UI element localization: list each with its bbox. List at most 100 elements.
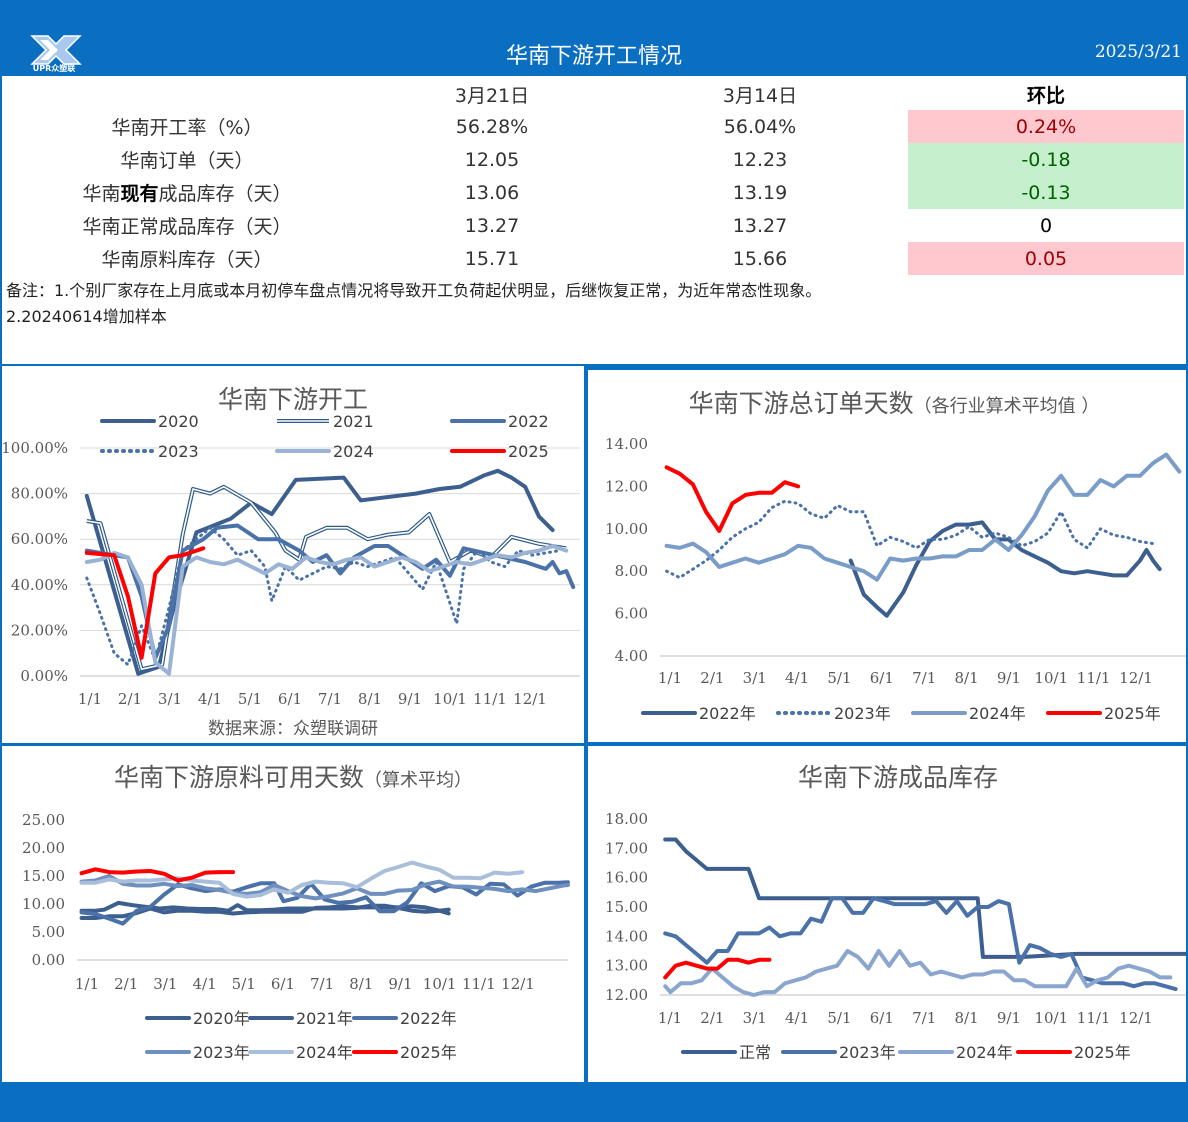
y-tick-label: 20.00%: [11, 621, 68, 639]
legend-label: 2021年: [296, 1009, 353, 1028]
chart-panel-orders: 华南下游总订单天数（各行业算术平均值 ） 4.00 6.00 8.00 10.00 12.…: [588, 370, 1186, 742]
x-tick-label: 12/1: [1119, 669, 1153, 687]
row-label-part: 华南: [82, 183, 121, 205]
x-tick-label: 2/1: [118, 690, 142, 708]
summary-row: 华南订单（天） 12.05 12.23 -0.18: [2, 143, 1184, 176]
series-polyline: [663, 957, 772, 980]
note-line-1: 备注：1.个别厂家存在上月底或本月初停车盘点情况将导致开工负荷起伏明显，后继恢复…: [6, 281, 822, 300]
x-tick-label: 5/1: [827, 1009, 851, 1027]
current-value: 12.05: [464, 148, 520, 171]
legend-item: 2023: [100, 442, 199, 461]
x-tick-label: 5/1: [827, 669, 851, 687]
y-tick-label: 15.00: [605, 898, 648, 916]
x-tick-label: 6/1: [870, 1009, 894, 1027]
row-label-part: 华南正常成品库存（天）: [82, 216, 292, 238]
series-line-2021年: [79, 900, 451, 914]
change-value: -0.18: [908, 143, 1184, 176]
legend-item: 2021: [277, 412, 374, 431]
x-tick-label: 7/1: [310, 975, 334, 993]
x-tick-label: 1/1: [658, 669, 682, 687]
series-line-2025年: [79, 867, 235, 883]
current-value: 13.27: [464, 214, 520, 237]
row-label: 华南正常成品库存（天）: [2, 209, 372, 242]
x-tick-label: 7/1: [912, 1009, 936, 1027]
legend-label: 2022年: [699, 704, 756, 723]
x-tick-label: 3/1: [743, 1009, 767, 1027]
row-label: 华南现有成品库存（天）: [2, 176, 372, 209]
summary-table: 3月21日 3月14日 环比 华南开工率（%） 56.28% 56.04% 0.24% 华南订…: [2, 78, 1184, 275]
legend-label: 2023年: [193, 1043, 250, 1062]
series-line-2024年: [79, 860, 525, 899]
change-value: 0.24%: [908, 110, 1184, 143]
previous-value: 12.23: [732, 148, 788, 171]
series-polyline: [79, 900, 451, 914]
y-tick-label: 60.00%: [11, 530, 68, 548]
y-tick-label: 5.00: [32, 923, 65, 941]
header-cell: 3月21日: [454, 84, 530, 107]
series-line-inner: [86, 486, 567, 671]
row-label-part: 华南开工率（%）: [111, 117, 263, 139]
legend-label: 2025年: [1074, 1043, 1131, 1062]
legend-item: 2024年: [898, 1043, 1013, 1062]
x-tick-label: 11/1: [1077, 669, 1111, 687]
chart-order-days: 华南下游总订单天数（各行业算术平均值 ） 4.00 6.00 8.00 10.00 12.…: [605, 389, 1186, 723]
x-tick-label: 1/1: [78, 690, 102, 708]
series-line-2025: [84, 546, 206, 660]
chart-title-main: 华南下游成品库存: [798, 763, 998, 792]
x-tick-label: 10/1: [1034, 1009, 1068, 1027]
chart-finished-inventory: 华南下游成品库存 12.00 13.00 14.00 15.00 16.00 17.00 18…: [605, 763, 1186, 1062]
series-line-outer: [86, 484, 567, 672]
series-line-2025年: [663, 957, 772, 980]
legend-label: 2023年: [839, 1043, 896, 1062]
chart-subtitle: （算术平均）: [364, 770, 472, 791]
svg-text:UPR众塑联: UPR众塑联: [33, 63, 76, 72]
chart-raw-material-days: 华南下游原料可用天数（算术平均） 0.00 5.00 10.00 15.00 20.00 2…: [22, 763, 570, 1062]
series-line-2021: [86, 484, 567, 672]
row-label-part: 现有: [120, 183, 159, 205]
legend-label: 2024年: [296, 1043, 353, 1062]
x-tick-label: 11/1: [1077, 1009, 1111, 1027]
y-tick-label: 4.00: [615, 647, 648, 665]
x-tick-label: 4/1: [785, 669, 809, 687]
chart-panel-raw-material: 华南下游原料可用天数（算术平均） 0.00 5.00 10.00 15.00 20.00 2…: [2, 746, 584, 1082]
x-tick-label: 10/1: [433, 690, 467, 708]
legend-label: 2020: [158, 412, 199, 431]
series-polyline: [664, 452, 1182, 582]
legend-label: 2024: [333, 442, 374, 461]
summary-row: 华南现有成品库存（天） 13.06 13.19 -0.13: [2, 176, 1184, 209]
series-polyline: [663, 949, 1173, 997]
y-tick-label: 20.00: [22, 839, 65, 857]
y-tick-label: 14.00: [605, 927, 648, 945]
legend-label: 正常: [739, 1043, 771, 1062]
series-polyline: [84, 544, 569, 676]
series-line-2024: [84, 544, 569, 676]
series-line-2024年: [663, 949, 1173, 997]
legend-label: 2022年: [400, 1009, 457, 1028]
series-line-2023: [85, 526, 561, 667]
chart-subtitle: （各行业算术平均值 ）: [914, 396, 1100, 417]
legend-label: 2024年: [956, 1043, 1013, 1062]
x-tick-label: 4/1: [198, 690, 222, 708]
x-tick-label: 7/1: [318, 690, 342, 708]
y-tick-label: 8.00: [615, 562, 648, 580]
y-tick-label: 16.00: [605, 869, 648, 887]
x-tick-label: 5/1: [232, 975, 256, 993]
change-value: -0.13: [908, 176, 1184, 209]
legend-item: 2024: [275, 442, 374, 461]
current-value: 15.71: [464, 247, 520, 270]
series-polyline: [84, 468, 555, 676]
legend-item: 2023年: [781, 1043, 896, 1062]
series-line-正常: [663, 837, 1186, 959]
x-tick-label: 2/1: [700, 1009, 724, 1027]
x-tick-label: 4/1: [785, 1009, 809, 1027]
series-line-2020: [84, 468, 555, 676]
y-tick-label: 80.00%: [11, 485, 68, 503]
y-tick-label: 18.00: [605, 810, 648, 828]
series-line-2023年: [663, 896, 1178, 992]
series-polyline: [664, 465, 801, 533]
legend-item: 2023年: [145, 1043, 250, 1062]
legend-label: 2025: [508, 442, 549, 461]
chart-title: 华南下游原料可用天数（算术平均）: [114, 763, 472, 792]
y-tick-label: 100.00%: [2, 439, 68, 457]
y-tick-label: 0.00: [32, 951, 65, 969]
